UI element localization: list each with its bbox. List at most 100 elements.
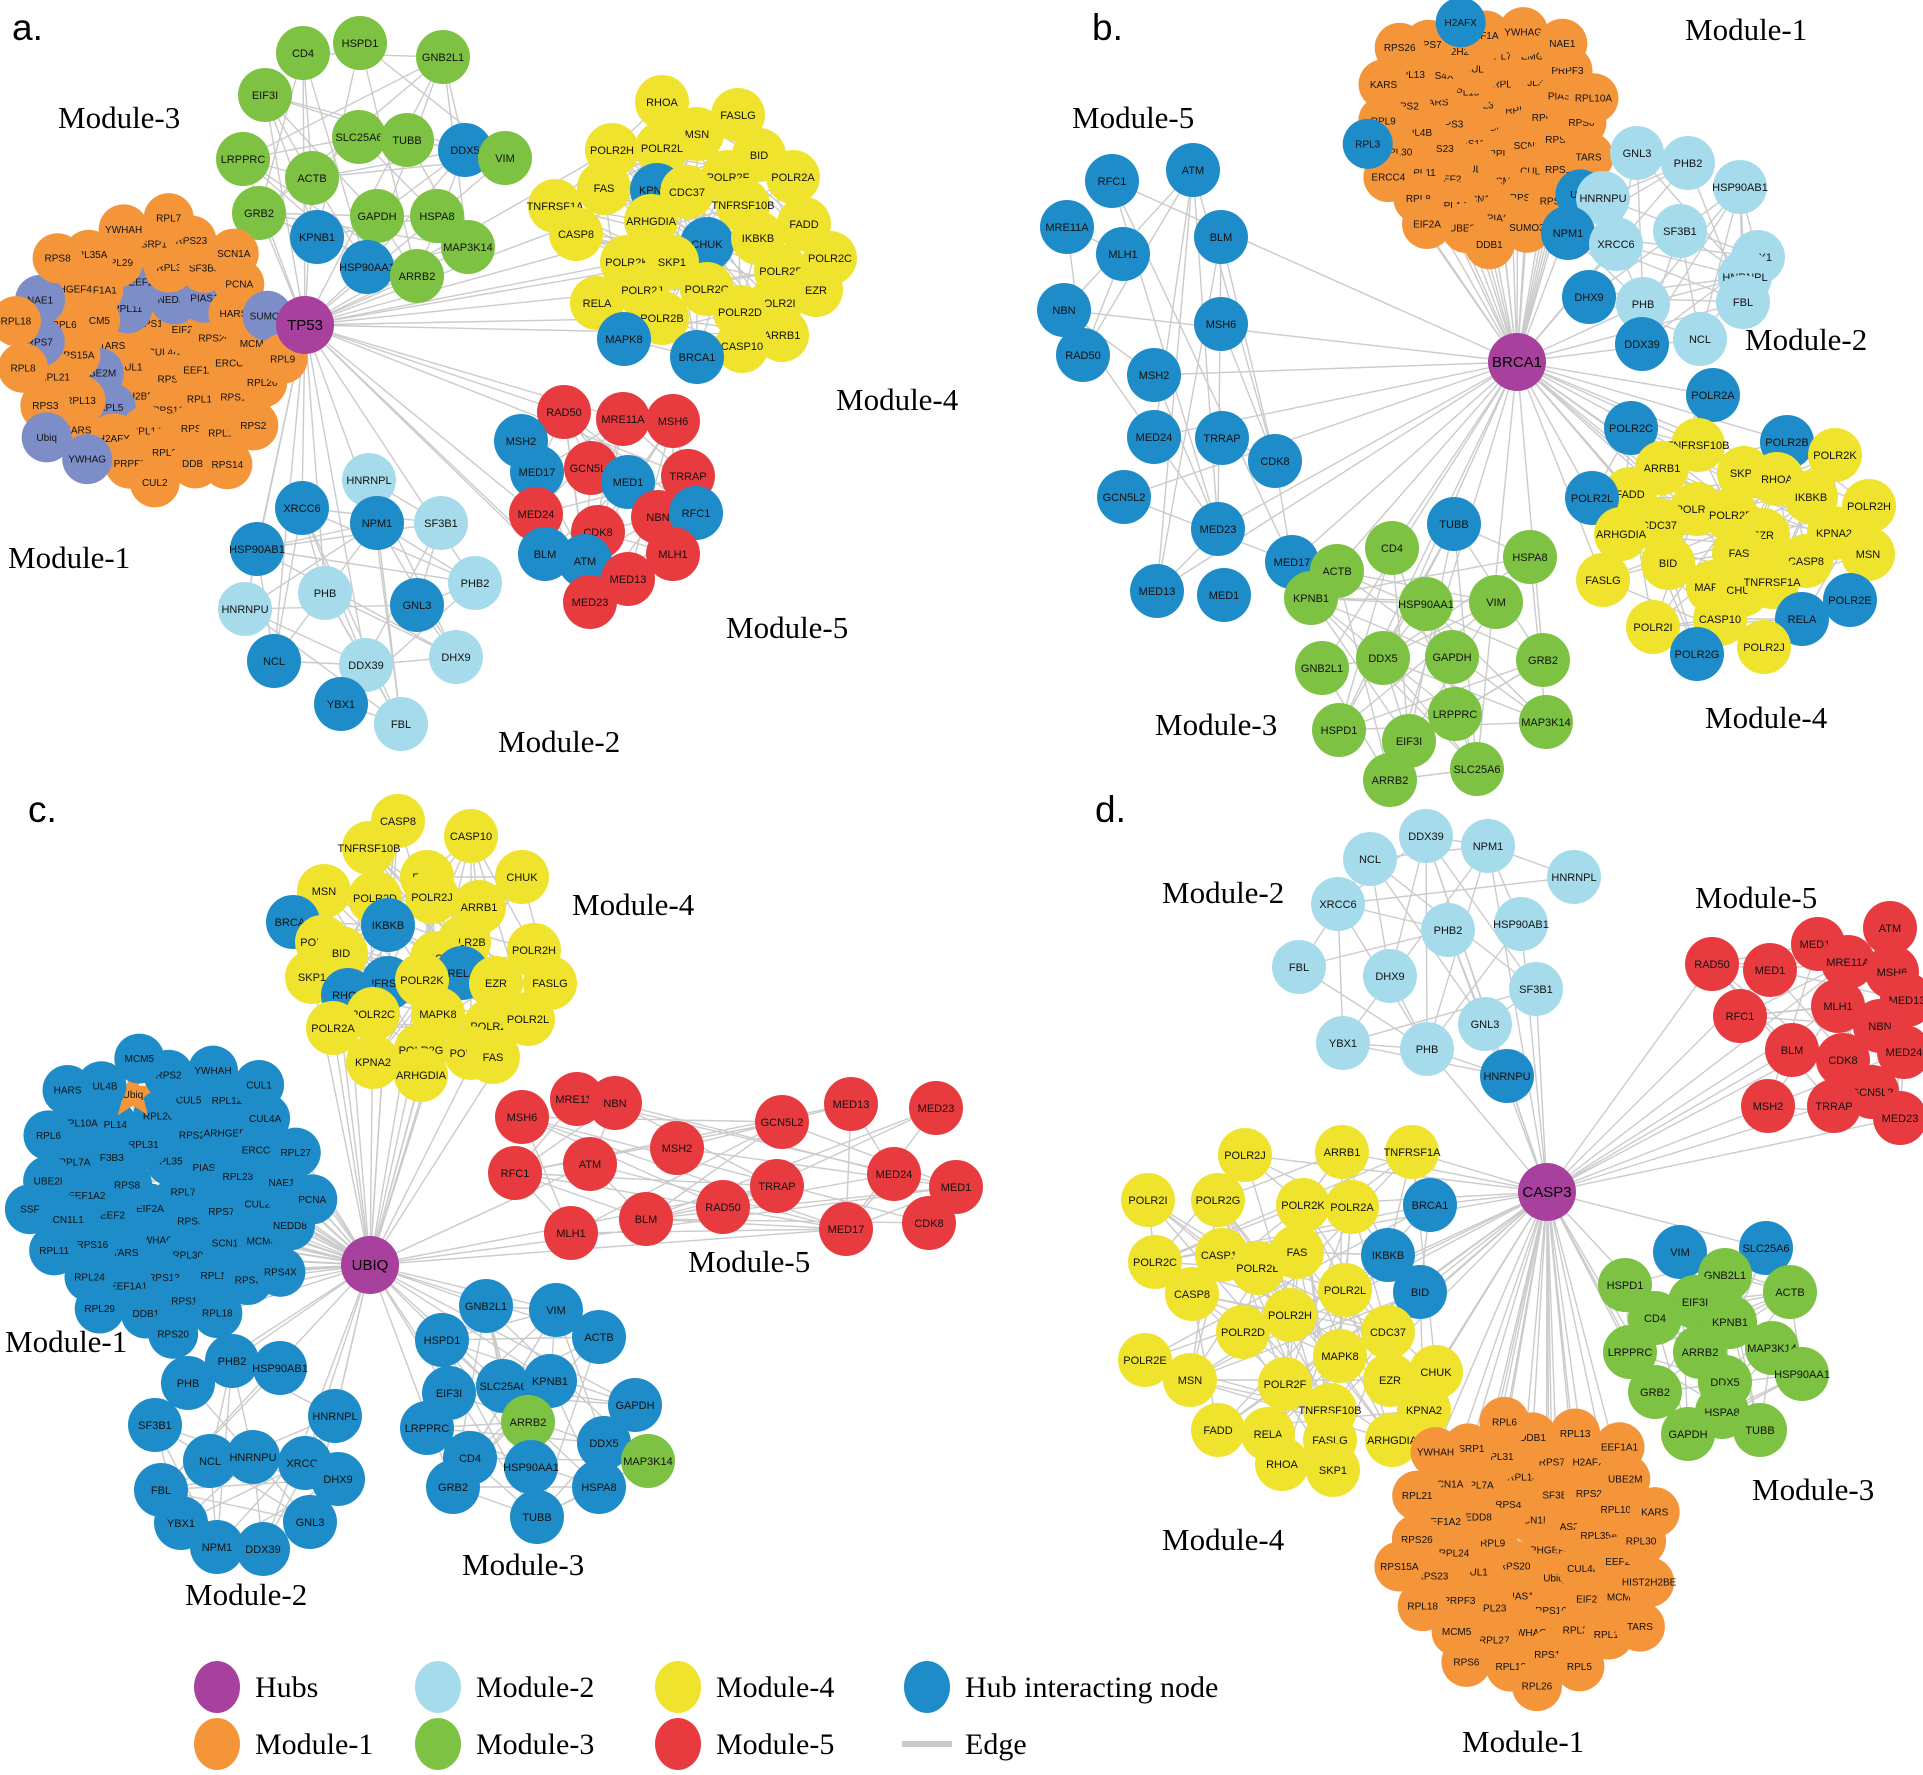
node-label: FADD: [1203, 1425, 1232, 1437]
node-shape: [867, 1147, 921, 1201]
node-DHX9: DHX9: [1363, 949, 1417, 1003]
node-shape: [650, 1121, 704, 1175]
node-ARHGDIA: ARHGDIA: [1365, 1413, 1419, 1467]
node-label: RPL5: [1532, 113, 1557, 124]
node-shape: [1745, 555, 1799, 609]
node-POLR2L: POLR2L: [1318, 1263, 1372, 1317]
node-DDX39: DDX39: [236, 1522, 290, 1576]
node-label: POLR2A: [311, 1023, 355, 1035]
node-shape: [1494, 897, 1548, 951]
node-shape: [208, 228, 259, 279]
node-ARRB1: ARRB1: [1315, 1125, 1369, 1179]
node-POLR2K: POLR2K: [1808, 428, 1862, 482]
node-shape: [596, 392, 650, 446]
node-label: CD4: [292, 48, 314, 60]
node-shape: [1312, 703, 1366, 757]
node-label: RPL6: [52, 320, 77, 331]
node-HSP90AB1: HSP90AB1: [1712, 160, 1768, 214]
node-label: POLR2K: [1281, 1200, 1325, 1212]
node-label: ARRB1: [1644, 463, 1681, 475]
node-POLR2J: POLR2J: [405, 870, 459, 924]
edge: [781, 1121, 957, 1188]
node-NCL: NCL: [1343, 832, 1397, 886]
node-label: TRRAP: [1815, 1101, 1852, 1113]
node-label: FAS: [1287, 1247, 1308, 1259]
node-label: RPL31: [128, 1140, 159, 1151]
node-label: BID: [750, 150, 768, 162]
node-label: RPL7A: [1462, 1481, 1494, 1492]
hub-label: UBIQ: [352, 1257, 389, 1274]
node-shape: [283, 1495, 337, 1549]
node-MSH6: MSH6: [1194, 297, 1248, 351]
node-RPL8: RPL8: [0, 342, 48, 393]
hub-edge: [1321, 361, 1518, 669]
panel-letter-a: a.: [12, 7, 43, 48]
node-shape: [1737, 620, 1791, 674]
node-shape: [635, 75, 689, 129]
node-GRB2: GRB2: [426, 1460, 480, 1514]
node-label: GCN1L1: [1515, 1516, 1554, 1527]
node-HSPD1: HSPD1: [1312, 703, 1366, 757]
node-label: MSH6: [507, 1112, 538, 1124]
node-label: FASLG: [532, 978, 567, 990]
node-label: HNRNPU: [229, 1452, 276, 1464]
node-label: CASP8: [558, 229, 594, 241]
node-shape: [755, 1095, 809, 1149]
node-HSPA8: HSPA8: [1503, 530, 1557, 584]
node-label: NCL: [199, 1456, 221, 1468]
node-label: CDK8: [1828, 1055, 1857, 1067]
node-label: RPS7: [27, 337, 54, 348]
node-label: GCN1L1: [45, 1215, 84, 1226]
node-label: POLR2E: [759, 266, 802, 278]
node-VIM: VIM: [478, 131, 532, 185]
hub-edge: [1546, 999, 1908, 1193]
module-label-c-module-5: Module-5: [688, 1244, 810, 1279]
node-shape: [1403, 1178, 1457, 1232]
node-shape: [1428, 687, 1482, 741]
node-SF3B1: SF3B1: [1653, 204, 1707, 258]
node-label: PIAS2: [1487, 213, 1516, 224]
node-label: RPL8: [1406, 194, 1431, 205]
node-label: RPS16: [1535, 1606, 1567, 1617]
node-label: YWHAG: [136, 1236, 174, 1247]
hub-edge: [369, 1163, 591, 1266]
legend-item-module-2: Module-2: [415, 1661, 594, 1713]
node-label: TNFRSF1A: [1744, 577, 1802, 589]
node-label: KPNB1: [532, 1376, 568, 1388]
node-RPL18: RPL18: [1397, 1581, 1448, 1632]
node-label: SF3B3: [189, 263, 220, 274]
node-label: POLR2A: [1330, 1202, 1374, 1214]
node-MED1: MED1: [1197, 568, 1251, 622]
node-HSPD1: HSPD1: [415, 1313, 469, 1367]
node-shape: [1410, 1427, 1461, 1478]
node-CD4: CD4: [276, 26, 330, 80]
node-label: RPS4X: [1421, 71, 1454, 82]
node-label: SLC25A6: [479, 1381, 526, 1393]
node-label: EZR: [1379, 1375, 1401, 1387]
node-shape: [1661, 1407, 1715, 1461]
node-label: ACTB: [584, 1332, 613, 1344]
node-label: POLR2F: [1264, 1379, 1307, 1391]
node-label: RPS3: [235, 1276, 262, 1287]
node-shape: [478, 131, 532, 185]
node-label: CASP10: [1699, 614, 1741, 626]
node-label: MED23: [918, 1103, 955, 1115]
node-label: GNB2L1: [465, 1301, 507, 1313]
node-shape: [563, 1137, 617, 1191]
node-label: MED1: [1209, 590, 1240, 602]
node-label: CUL4B: [1400, 128, 1433, 139]
node-shape: [290, 210, 344, 264]
node-label: POLR2B: [1236, 1263, 1279, 1275]
node-ARRB2: ARRB2: [390, 249, 444, 303]
node-FAS: FAS: [577, 161, 631, 215]
node-CUL1: CUL1: [234, 1059, 285, 1110]
node-label: H2AFX: [1445, 18, 1478, 29]
node-label: KPNB1: [1712, 1317, 1748, 1329]
node-CASP8: CASP8: [1165, 1267, 1219, 1321]
node-BLM: BLM: [619, 1192, 673, 1246]
node-label: CASP8: [1174, 1289, 1210, 1301]
node-label: GRB2: [1640, 1387, 1670, 1399]
hub-edge: [1389, 361, 1518, 781]
node-TRRAP: TRRAP: [1195, 411, 1249, 465]
node-label: TRRAP: [758, 1181, 795, 1193]
